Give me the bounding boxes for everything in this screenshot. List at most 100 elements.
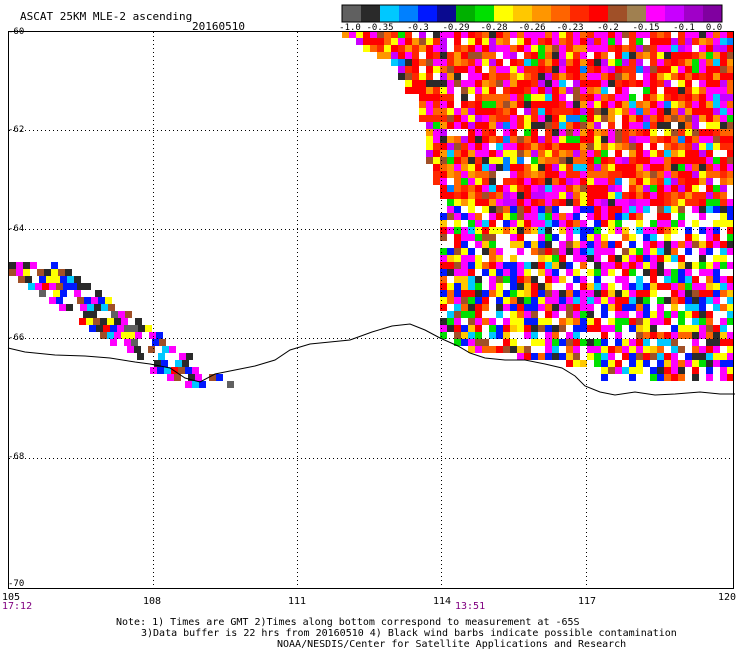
wind-cell [587, 73, 594, 80]
wind-cell [426, 101, 433, 108]
wind-cell [580, 192, 587, 199]
wind-cell [433, 52, 440, 59]
wind-cell [615, 346, 622, 353]
wind-cell [629, 325, 636, 332]
wind-cell [727, 213, 734, 220]
wind-cell [545, 346, 552, 353]
wind-cell [135, 332, 142, 339]
colorbar-tick-label: 0.0 [705, 23, 723, 33]
wind-cell [482, 290, 489, 297]
wind-cell [727, 283, 734, 290]
wind-cell [636, 346, 643, 353]
wind-cell [636, 108, 643, 115]
wind-cell [650, 52, 657, 59]
wind-cell [587, 192, 594, 199]
wind-cell [720, 220, 727, 227]
wind-cell [545, 87, 552, 94]
wind-cell [629, 290, 636, 297]
wind-cell [657, 115, 664, 122]
wind-cell [601, 332, 608, 339]
wind-cell [720, 325, 727, 332]
wind-cell [454, 325, 461, 332]
wind-cell [566, 318, 573, 325]
wind-cell [475, 45, 482, 52]
wind-cell [636, 80, 643, 87]
wind-cell [706, 157, 713, 164]
wind-cell [678, 45, 685, 52]
wind-cell [538, 318, 545, 325]
wind-cell [573, 199, 580, 206]
wind-cell [531, 297, 538, 304]
wind-cell [664, 339, 671, 346]
wind-cell [524, 325, 531, 332]
wind-cell [524, 45, 531, 52]
wind-cell [111, 311, 118, 318]
wind-cell [538, 290, 545, 297]
wind-cell [622, 129, 629, 136]
wind-cell [587, 115, 594, 122]
wind-cell [622, 297, 629, 304]
wind-cell [475, 185, 482, 192]
wind-cell [671, 150, 678, 157]
wind-cell [447, 192, 454, 199]
wind-cell [580, 157, 587, 164]
wind-cell [559, 115, 566, 122]
wind-cell [664, 255, 671, 262]
wind-cell [398, 73, 405, 80]
wind-cell [461, 157, 468, 164]
wind-cell [482, 101, 489, 108]
wind-cell [559, 108, 566, 115]
wind-cell [517, 346, 524, 353]
wind-cell [608, 80, 615, 87]
wind-cell [86, 318, 93, 325]
wind-cell [685, 52, 692, 59]
note-line-3: NOAA/NESDIS/Center for Satellite Applica… [277, 639, 627, 650]
wind-cell [727, 227, 734, 234]
wind-cell [552, 157, 559, 164]
wind-cell [622, 115, 629, 122]
wind-cell [503, 192, 510, 199]
wind-cell [475, 73, 482, 80]
wind-cell [489, 94, 496, 101]
wind-cell [664, 73, 671, 80]
wind-cell [608, 45, 615, 52]
wind-cell [636, 367, 643, 374]
wind-cell [608, 101, 615, 108]
wind-cell [727, 339, 734, 346]
wind-cell [587, 269, 594, 276]
wind-cell [559, 276, 566, 283]
wind-cell [671, 297, 678, 304]
wind-cell [601, 325, 608, 332]
wind-cell [454, 311, 461, 318]
wind-cell [510, 66, 517, 73]
wind-cell [671, 87, 678, 94]
wind-cell [657, 332, 664, 339]
wind-cell [566, 227, 573, 234]
wind-cell [545, 38, 552, 45]
wind-cell [482, 304, 489, 311]
wind-cell [489, 87, 496, 94]
wind-cell [594, 143, 601, 150]
wind-cell [433, 31, 440, 38]
wind-cell [566, 108, 573, 115]
wind-cell [727, 304, 734, 311]
wind-cell [587, 122, 594, 129]
wind-cell [650, 101, 657, 108]
wind-cell [454, 290, 461, 297]
wind-cell [475, 66, 482, 73]
wind-cell [671, 255, 678, 262]
wind-cell [671, 73, 678, 80]
wind-cell [60, 276, 67, 283]
wind-cell [692, 150, 699, 157]
wind-cell [524, 185, 531, 192]
wind-cell [114, 318, 121, 325]
wind-cell [678, 199, 685, 206]
wind-cell [447, 59, 454, 66]
colorbar-tick-label: -0.28 [480, 23, 508, 33]
wind-cell [531, 241, 538, 248]
wind-cell [678, 332, 685, 339]
wind-cell [468, 59, 475, 66]
wind-cell [496, 297, 503, 304]
wind-cell [580, 129, 587, 136]
wind-cell [601, 206, 608, 213]
